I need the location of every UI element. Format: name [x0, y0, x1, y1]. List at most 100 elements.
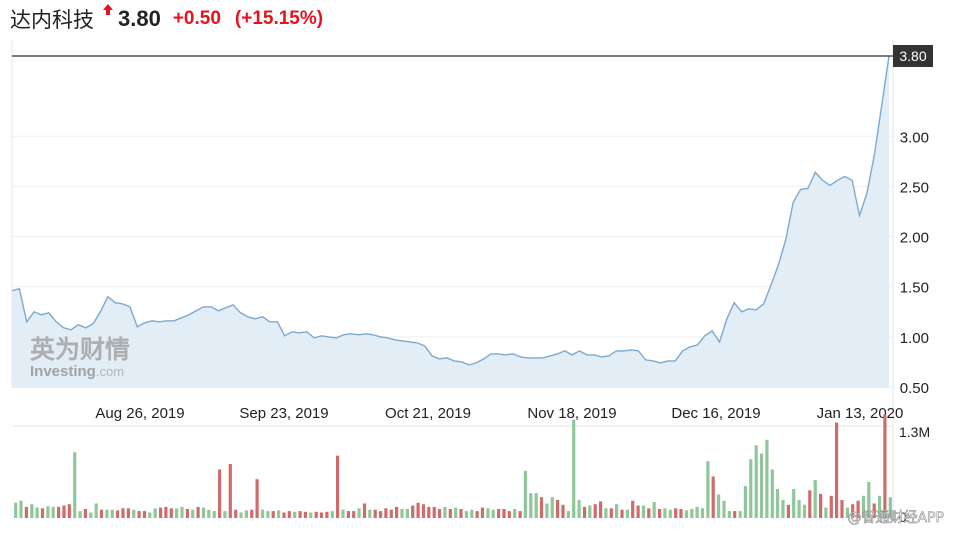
volume-bar: [169, 508, 173, 518]
volume-bar: [572, 419, 576, 518]
y-tick-label: 1.00: [900, 330, 929, 347]
volume-bar: [368, 509, 372, 518]
volume-bar: [700, 508, 705, 518]
volume-bar: [717, 494, 721, 518]
volume-bar: [432, 506, 436, 518]
volume-bar: [153, 508, 157, 518]
volume-bar: [164, 506, 168, 518]
volume-bar: [218, 469, 222, 518]
volume-bar: [856, 500, 860, 518]
stock-name: 达内科技: [10, 8, 94, 32]
volume-bar: [599, 501, 603, 518]
volume-bar: [94, 503, 98, 518]
volume-bar: [733, 511, 737, 518]
volume-bar: [674, 508, 678, 518]
volume-bar: [470, 509, 474, 518]
volume-bar: [706, 461, 710, 518]
volume-bar: [792, 488, 796, 518]
volume-bar: [309, 512, 313, 518]
volume-bar: [57, 506, 61, 518]
volume-bar: [835, 422, 839, 518]
volume-bar: [35, 507, 39, 518]
volume-bar: [89, 512, 93, 518]
volume-bar: [459, 509, 463, 518]
volume-bar: [137, 511, 141, 518]
volume-bar: [759, 453, 764, 518]
volume-bar: [319, 512, 324, 518]
watermark-investing-suffix: .com: [96, 364, 124, 379]
volume-bar: [207, 509, 211, 518]
volume-bar: [303, 511, 307, 518]
volume-bar: [83, 509, 87, 518]
volume-bar: [507, 511, 511, 518]
y-tick-label: 2.00: [900, 230, 929, 247]
price-change-percent: (+15.15%): [234, 8, 324, 29]
watermark-investing: Investing.com: [30, 363, 124, 380]
volume-bar: [293, 511, 297, 518]
volume-bar: [287, 511, 291, 518]
volume-bar: [722, 500, 726, 518]
volume-bar: [486, 508, 490, 518]
x-tick-label: Jan 13, 2020: [817, 405, 904, 422]
volume-bar: [819, 493, 823, 518]
chart-grid: [11, 40, 894, 521]
volume-bar: [212, 511, 216, 518]
volume-bar: [116, 510, 120, 518]
volume-bar: [797, 500, 801, 518]
volume-bar: [566, 511, 570, 518]
quote-header: 达内科技 3.80 +0.50 (+15.15%): [10, 4, 323, 34]
volume-bar: [556, 500, 560, 518]
volume-bar: [529, 493, 533, 518]
volume-bar: [352, 511, 356, 518]
volume-bar: [883, 414, 887, 518]
x-tick-label: Oct 21, 2019: [385, 405, 471, 422]
volume-max-label: 1.3M: [899, 424, 930, 440]
volume-bar: [711, 476, 715, 518]
volume-bar: [62, 505, 66, 518]
volume-zero-label: 0: [899, 509, 907, 525]
volume-bar: [30, 504, 34, 518]
volume-bar: [314, 511, 318, 518]
volume-bar: [609, 508, 613, 518]
volume-bar: [454, 507, 458, 518]
volume-bar: [518, 511, 522, 518]
volume-bar: [180, 506, 184, 518]
volume-bar: [502, 509, 506, 518]
volume-bar: [46, 506, 50, 518]
watermark-investing-name: Investing: [30, 363, 96, 380]
corner-watermark: @智通财经APP: [848, 510, 944, 526]
volume-bar: [330, 511, 334, 518]
volume-bar: [668, 509, 672, 518]
volume-bar: [395, 506, 399, 518]
volume-bar: [223, 511, 227, 518]
volume-bar: [802, 504, 807, 518]
volume-bar: [362, 503, 367, 518]
volume-bar: [148, 512, 152, 518]
volume-bar: [105, 509, 109, 518]
volume-bar: [325, 511, 329, 518]
volume-bar: [427, 506, 431, 518]
volume-bar: [298, 511, 302, 518]
volume-bar: [534, 493, 538, 518]
volume-bar: [411, 505, 415, 518]
volume-bar: [239, 512, 243, 518]
volume-bar: [727, 511, 731, 518]
volume-bar: [271, 511, 275, 518]
last-price-label-bg: [893, 45, 933, 68]
volume-bar: [663, 508, 667, 518]
volume-bars: [14, 414, 892, 518]
volume-bar: [636, 505, 640, 518]
volume-bar: [845, 507, 849, 518]
y-axis: 3.00 2.50 2.00 1.50 1.00 0.50: [900, 129, 929, 397]
volume-bar: [550, 497, 554, 518]
volume-bar: [121, 508, 125, 518]
volume-bar: [625, 509, 629, 518]
volume-bar: [867, 482, 871, 518]
volume-bar: [346, 511, 350, 518]
volume-bar: [282, 512, 286, 518]
volume-bar: [749, 459, 753, 518]
volume-bar: [132, 509, 136, 518]
volume-bar: [684, 510, 688, 518]
volume-bar: [878, 495, 882, 518]
